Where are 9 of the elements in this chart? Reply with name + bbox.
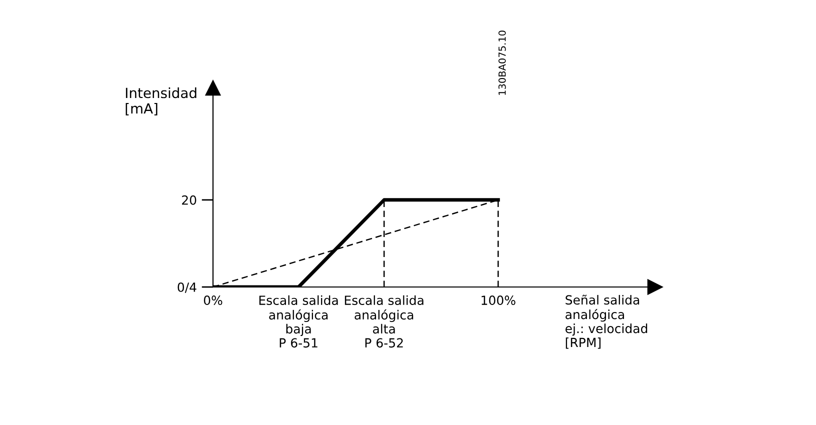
- y-axis-title: Intensidad [mA]: [126, 87, 196, 116]
- y-tick-label: 0/4: [178, 282, 196, 293]
- annotation: 130BA075.10: [498, 30, 506, 95]
- x-tick-label: 0%: [204, 296, 222, 306]
- x-axis-title: Señal salida analógica ej.: velocidad [RPM]: [566, 294, 648, 349]
- x-tick-label: 100%: [482, 296, 516, 306]
- x-tick-label: Escala salida analógica alta P 6-52: [344, 295, 424, 348]
- y-tick-label: 20: [182, 195, 196, 205]
- x-tick-label: Escala salida analógica baja P 6-51: [259, 295, 338, 348]
